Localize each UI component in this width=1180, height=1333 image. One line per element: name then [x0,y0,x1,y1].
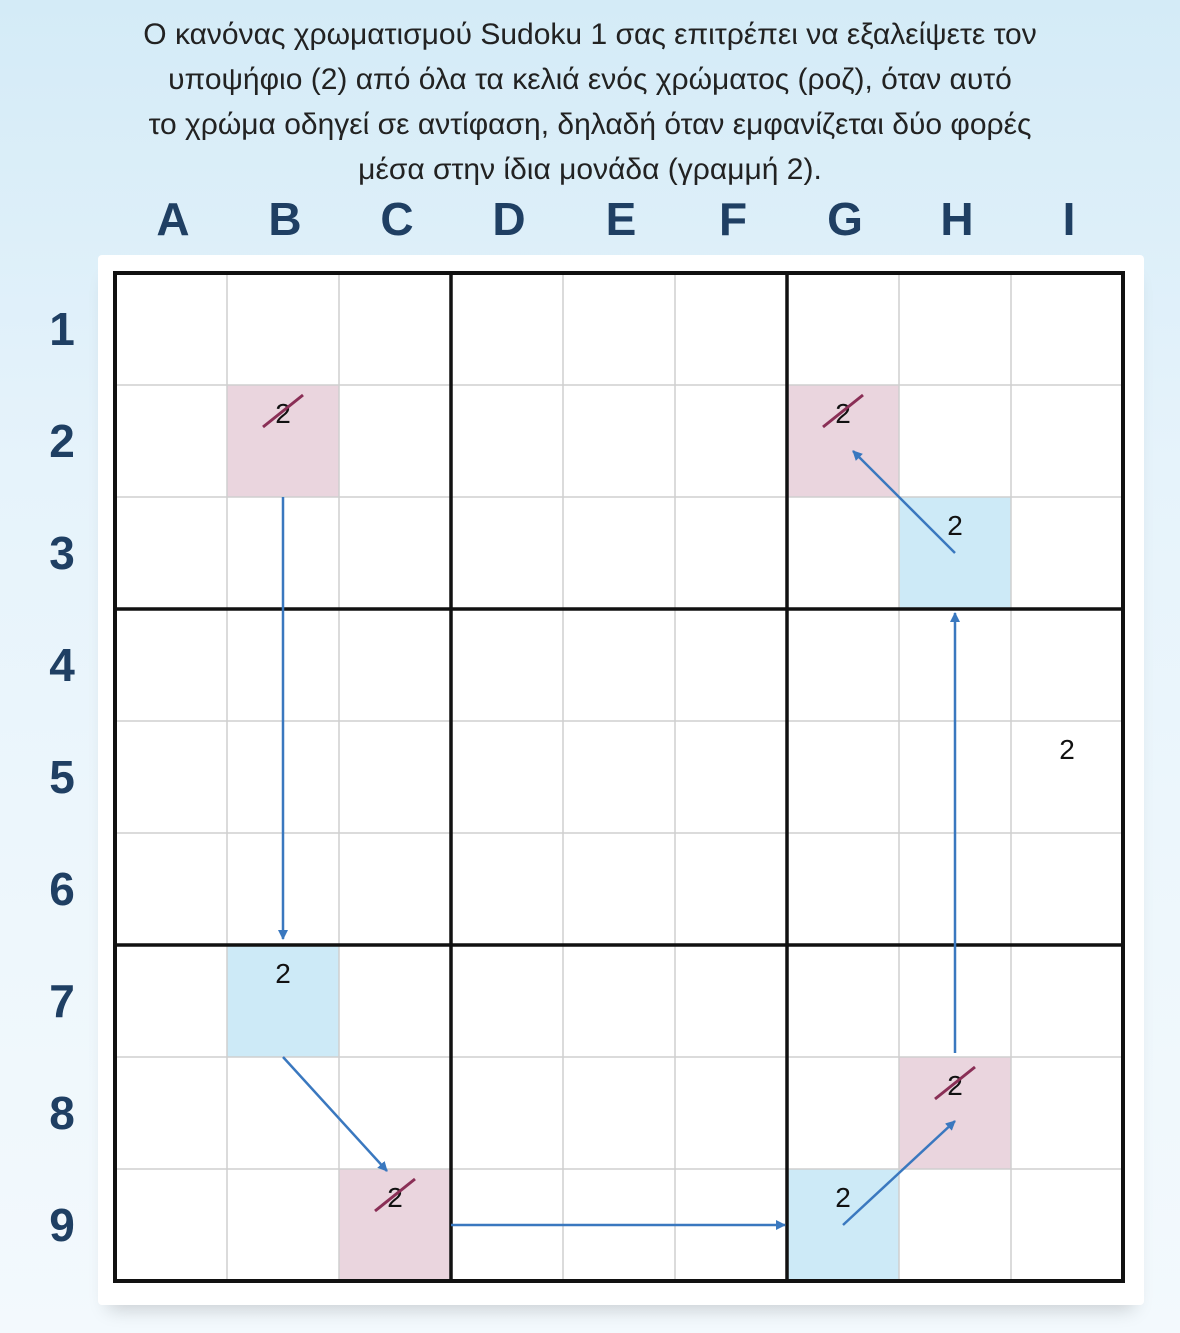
column-label-h: H [940,193,974,245]
candidates: 2 2 2 2 2 2 2 2 [262,393,1075,1213]
row-label-4: 4 [49,639,75,691]
cell-highlight-b2 [227,385,339,497]
column-label-e: E [605,193,637,245]
candidate-i5: 2 [1059,734,1075,765]
caption: Ο κανόνας χρωματισμού Sudoku 1 σας επιτρ… [0,12,1180,192]
candidate-strike-b2 [262,393,304,429]
candidate-strike-h8 [934,1065,976,1101]
caption-line: υποψήφιο (2) από όλα τα κελιά ενός χρώμα… [168,63,1012,96]
cell-highlight-b7 [227,945,339,1057]
cell-highlights [227,385,1011,1281]
column-label-d: D [492,193,526,245]
cell-highlight-h8 [899,1057,1011,1169]
board-border [113,271,1125,1283]
row-label-6: 6 [49,863,75,915]
candidate-strike-c9 [374,1177,416,1213]
row-label-5: 5 [49,751,75,803]
candidate-g2: 2 [835,398,851,429]
row-label-7: 7 [49,975,75,1027]
candidate-strike-g2 [822,393,864,429]
candidate-g9: 2 [835,1182,851,1213]
candidate-c9: 2 [387,1182,403,1213]
link-arrow-g9-h8 [842,1120,956,1226]
row-label-2: 2 [49,415,75,467]
caption-line: το χρώμα οδηγεί σε αντίφαση, δηλαδή όταν… [148,108,1032,141]
cell-highlight-c9 [339,1169,451,1281]
link-arrow-h3-g2 [852,450,956,554]
link-arrow-b7-c9 [282,1056,388,1172]
candidate-b2: 2 [275,398,291,429]
candidate-b7: 2 [275,958,291,989]
candidate-h8: 2 [947,1070,963,1101]
column-label-b: B [268,193,302,245]
row-label-3: 3 [49,527,75,579]
column-label-f: F [718,193,748,245]
row-label-1: 1 [49,303,75,355]
column-label-g: G [827,193,863,245]
column-label-c: C [380,193,414,245]
row-label-9: 9 [49,1199,75,1251]
column-label-a: A [156,193,190,245]
chain-links [278,450,960,1230]
row-label-8: 8 [49,1087,75,1139]
caption-line: Ο κανόνας χρωματισμού Sudoku 1 σας επιτρ… [143,18,1037,51]
column-label-i: I [1062,193,1076,245]
caption-line: μέσα στην ίδια μονάδα (γραμμή 2). [358,153,822,186]
candidate-h3: 2 [947,510,963,541]
